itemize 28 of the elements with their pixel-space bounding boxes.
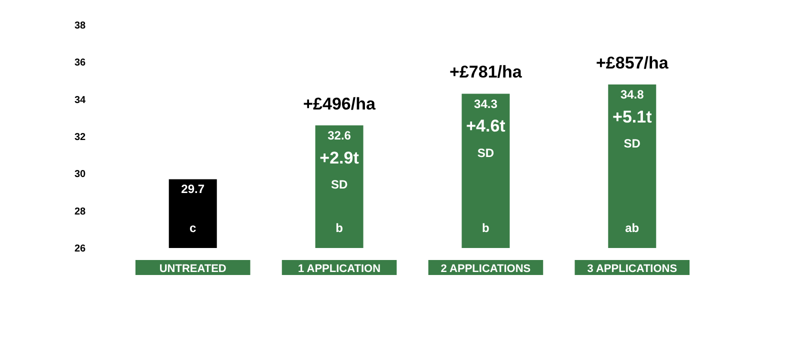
annotation: SD bbox=[477, 146, 494, 160]
annotation: +£857/ha bbox=[596, 53, 669, 72]
y-tick-label: 28 bbox=[74, 206, 86, 218]
annotation: +£781/ha bbox=[450, 62, 522, 82]
y-tick-label: 32 bbox=[74, 132, 86, 143]
x-tick-label: UNTREATED bbox=[159, 262, 226, 275]
x-tick-label: 2 APPLICATIONS bbox=[440, 262, 531, 275]
y-tick-label: 26 bbox=[74, 244, 86, 254]
annotation: +5.1t bbox=[612, 107, 652, 126]
annotation: SD bbox=[624, 136, 641, 151]
data-label: 34.3 bbox=[474, 96, 498, 111]
y-tick-label: 34 bbox=[74, 94, 86, 106]
annotation: +4.6t bbox=[466, 116, 506, 136]
y-tick-label: 36 bbox=[74, 58, 86, 69]
data-label: 34.8 bbox=[620, 87, 644, 102]
x-tick-label: 1 APPLICATION bbox=[298, 262, 381, 275]
data-label: 29.7 bbox=[181, 182, 205, 196]
annotation: c bbox=[190, 221, 197, 236]
annotation: SD bbox=[330, 178, 348, 192]
y-tick-label: 38 bbox=[74, 20, 86, 32]
x-tick-label: 3 APPLICATIONS bbox=[587, 262, 678, 275]
annotation: ab bbox=[625, 221, 640, 236]
annotation: b bbox=[336, 221, 343, 236]
annotation: +2.9t bbox=[320, 148, 360, 168]
data-label: 32.6 bbox=[328, 128, 352, 142]
annotation: +£496/ha bbox=[303, 94, 376, 114]
y-tick-label: 30 bbox=[74, 169, 86, 180]
annotation: b bbox=[482, 221, 490, 236]
